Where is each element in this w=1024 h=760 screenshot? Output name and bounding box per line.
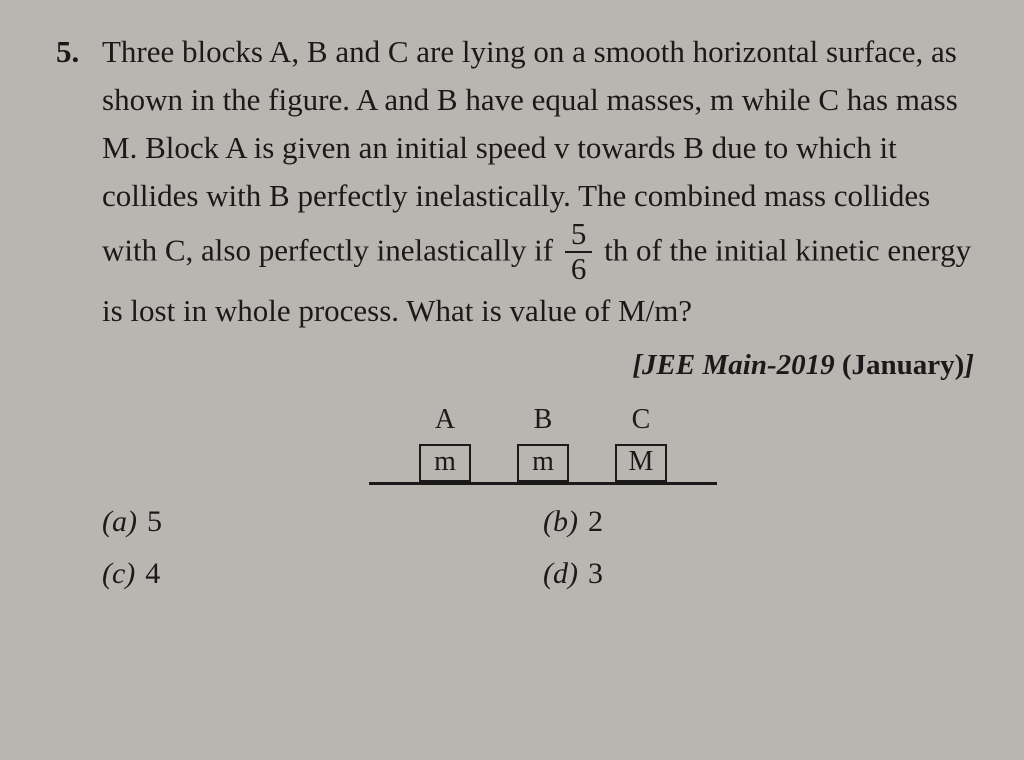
source-exam: JEE Main-2019 (642, 349, 835, 381)
blocks-diagram: A m B m C M (102, 398, 984, 484)
source-line: [JEE Main-2019 (January)] (102, 343, 984, 388)
option-a-value: 5 (147, 499, 162, 546)
block-a-label: A (435, 398, 455, 441)
option-d-label: (d) (543, 551, 578, 598)
option-d: (d) 3 (543, 551, 984, 598)
block-a-column: A m (419, 398, 471, 481)
option-b-label: (b) (543, 499, 578, 546)
fraction-numerator: 5 (565, 218, 593, 253)
option-a: (a) 5 (102, 499, 543, 546)
question-row: 5. Three blocks A, B and C are lying on … (56, 28, 984, 485)
option-d-value: 3 (588, 551, 603, 598)
options-grid: (a) 5 (b) 2 (c) 4 (d) 3 (56, 499, 984, 598)
source-session: (January) (842, 349, 964, 381)
option-c: (c) 4 (102, 551, 543, 598)
surface-line: A m B m C M (369, 398, 717, 484)
block-b-label: B (534, 398, 553, 441)
option-b: (b) 2 (543, 499, 984, 546)
question-number: 5. (56, 28, 102, 76)
option-c-label: (c) (102, 551, 135, 598)
block-c-mass: M (615, 444, 667, 482)
bracket-close: ] (964, 349, 974, 381)
page: 5. Three blocks A, B and C are lying on … (0, 0, 1024, 618)
block-a-mass: m (419, 444, 471, 482)
block-b-mass: m (517, 444, 569, 482)
bracket-open: [ (632, 349, 642, 381)
option-c-value: 4 (145, 551, 160, 598)
option-a-label: (a) (102, 499, 137, 546)
block-c-label: C (632, 398, 651, 441)
option-b-value: 2 (588, 499, 603, 546)
fraction: 5 6 (565, 218, 593, 285)
question-text: Three blocks A, B and C are lying on a s… (102, 28, 984, 485)
block-b-column: B m (517, 398, 569, 481)
block-c-column: C M (615, 398, 667, 481)
fraction-denominator: 6 (565, 253, 593, 286)
